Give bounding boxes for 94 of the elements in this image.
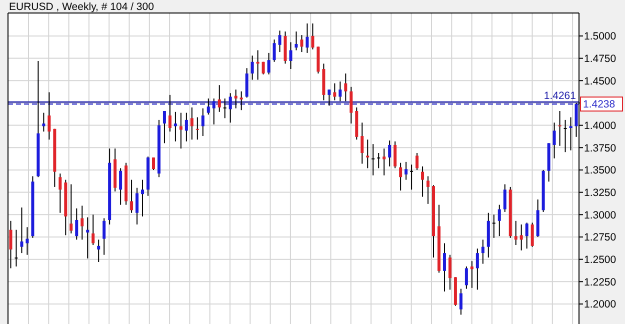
candlestick (470, 260, 474, 288)
candlestick (514, 220, 518, 246)
candlestick (162, 110, 166, 144)
candlestick (240, 90, 243, 111)
y-tick-label: 1.3750 (584, 142, 616, 154)
y-tick-label: 1.2000 (584, 298, 616, 311)
candlestick (448, 254, 452, 290)
candlestick (333, 82, 336, 101)
candlestick (102, 218, 106, 256)
candlestick (70, 184, 73, 234)
candlestick (442, 242, 446, 292)
candlestick (525, 222, 528, 250)
candlestick (152, 156, 155, 170)
candlestick (42, 112, 46, 132)
candlestick (267, 52, 270, 75)
candlestick (564, 119, 567, 153)
candlestick (206, 98, 210, 116)
ref-line-label: 1.4261 (544, 90, 576, 102)
candlestick (184, 112, 188, 142)
candlestick (130, 179, 134, 214)
candlestick (388, 140, 392, 167)
candlestick (399, 162, 402, 192)
candlestick (190, 106, 194, 140)
candlestick (382, 148, 386, 176)
candlestick (119, 168, 122, 206)
y-tick-label: 1.2500 (584, 254, 616, 266)
candlestick (372, 144, 375, 176)
candlestick (86, 216, 90, 259)
candlestick (552, 122, 556, 159)
candlestick (421, 166, 424, 198)
candlestick (97, 239, 100, 262)
candlestick (223, 98, 226, 119)
chart-title: EURUSD , Weekly, # 104 / 300 (9, 1, 154, 13)
candlestick (289, 42, 292, 70)
candlestick (75, 208, 78, 240)
candlestick (14, 229, 18, 267)
candlestick (278, 30, 282, 53)
candlestick (404, 161, 408, 180)
candlestick (481, 239, 484, 264)
candlestick (212, 98, 216, 125)
candlestick (377, 152, 380, 169)
candlestick (272, 39, 276, 62)
candlestick (48, 92, 51, 140)
candlestick (569, 116, 572, 151)
candlestick (136, 187, 139, 225)
candlestick (174, 111, 177, 142)
candlestick (416, 152, 419, 170)
y-tick-label: 1.3000 (584, 209, 616, 222)
candlestick (410, 164, 414, 190)
candlestick (311, 22, 314, 50)
candlestick (92, 214, 95, 246)
candlestick (250, 55, 254, 80)
candlestick (168, 94, 172, 132)
candlestick (476, 248, 479, 290)
candlestick (360, 122, 364, 164)
candlestick (492, 214, 496, 238)
candlestick (262, 61, 265, 75)
y-tick-label: 1.4750 (584, 52, 616, 65)
candlestick (459, 288, 462, 316)
candlestick (350, 86, 353, 124)
candlestick (344, 72, 348, 102)
candlestick (520, 224, 523, 251)
candlestick (196, 116, 199, 140)
y-tick-label: 1.2250 (584, 276, 616, 288)
candlestick (498, 204, 501, 237)
y-tick-label: 1.3500 (584, 164, 616, 177)
y-tick-label: 1.2750 (584, 232, 616, 244)
candlestick (20, 207, 24, 254)
candlestick (328, 89, 331, 106)
candlestick (530, 222, 534, 248)
candlestick (426, 176, 430, 204)
y-tick-label: 1.3250 (584, 186, 616, 199)
candlestick (234, 89, 238, 109)
candlestick (558, 110, 562, 146)
candlestick (503, 184, 506, 212)
candlestick (245, 68, 248, 98)
candlestick (218, 84, 221, 112)
candlestick (141, 179, 144, 217)
candlestick (300, 34, 304, 53)
candlestick (306, 22, 309, 54)
y-tick-label: 1.4500 (584, 75, 616, 88)
ref-line-label: 1.4238 (583, 98, 616, 111)
y-tick-label: 1.5000 (584, 30, 616, 43)
candlestick (80, 205, 84, 240)
candlestick (338, 81, 342, 102)
candlestick (58, 173, 62, 214)
candlestick (366, 139, 370, 169)
candlestick (201, 108, 204, 137)
candlestick (179, 112, 182, 150)
candlestick (464, 266, 468, 290)
candlestick (294, 30, 298, 51)
candlestick (228, 92, 232, 124)
y-tick-label: 1.4000 (584, 120, 616, 132)
candlestick (394, 140, 397, 169)
